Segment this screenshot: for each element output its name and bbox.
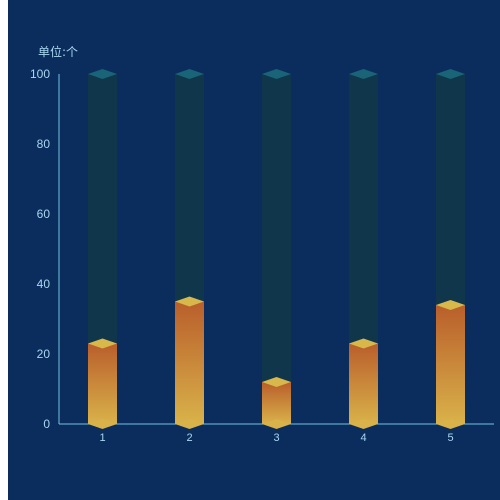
bar bbox=[262, 382, 291, 424]
bar-top-cap bbox=[175, 296, 204, 307]
bar-chart: 单位:个 0 20 40 60 80 100 1 2 3 4 5 bbox=[30, 44, 494, 444]
bar-bottom-cap bbox=[262, 419, 291, 429]
y-tick-label: 0 bbox=[43, 417, 50, 431]
x-tick-label: 2 bbox=[186, 432, 192, 444]
bar-track-cap bbox=[175, 69, 204, 79]
y-tick-label: 60 bbox=[37, 207, 51, 221]
chart-panel: 单位:个 0 20 40 60 80 100 1 2 3 4 5 bbox=[8, 0, 500, 500]
bar-group bbox=[436, 69, 465, 429]
bar-track-cap bbox=[349, 69, 378, 79]
bar-track-cap bbox=[88, 69, 117, 79]
bar-top-cap bbox=[436, 300, 465, 310]
bar-track-cap bbox=[262, 69, 291, 79]
y-axis: 0 20 40 60 80 100 bbox=[30, 67, 60, 431]
bar-group bbox=[262, 69, 291, 429]
bar-track-cap bbox=[436, 69, 465, 79]
bar-bottom-cap bbox=[436, 419, 465, 429]
bar-group bbox=[175, 69, 204, 429]
x-tick-label: 1 bbox=[99, 432, 105, 444]
x-tick-label: 5 bbox=[447, 432, 453, 444]
y-tick-label: 80 bbox=[37, 137, 51, 151]
unit-label: 单位:个 bbox=[38, 44, 78, 59]
bar-track bbox=[262, 74, 291, 424]
bar-top-cap bbox=[349, 338, 378, 349]
bar-group bbox=[88, 69, 117, 429]
bar-top-cap bbox=[88, 338, 117, 349]
bar-bottom-cap bbox=[88, 419, 117, 429]
x-tick-label: 3 bbox=[273, 432, 279, 444]
bar bbox=[349, 343, 378, 424]
bar-top-cap bbox=[262, 377, 291, 387]
x-tick-label: 4 bbox=[360, 432, 366, 444]
bar bbox=[88, 343, 117, 424]
y-tick-label: 20 bbox=[37, 347, 51, 361]
bar bbox=[175, 301, 204, 424]
bar-bottom-cap bbox=[175, 419, 204, 429]
y-tick-label: 40 bbox=[37, 277, 51, 291]
bar-group bbox=[349, 69, 378, 429]
bars bbox=[88, 69, 465, 429]
bar bbox=[436, 305, 465, 424]
y-tick-label: 100 bbox=[30, 67, 50, 81]
bar-bottom-cap bbox=[349, 419, 378, 429]
